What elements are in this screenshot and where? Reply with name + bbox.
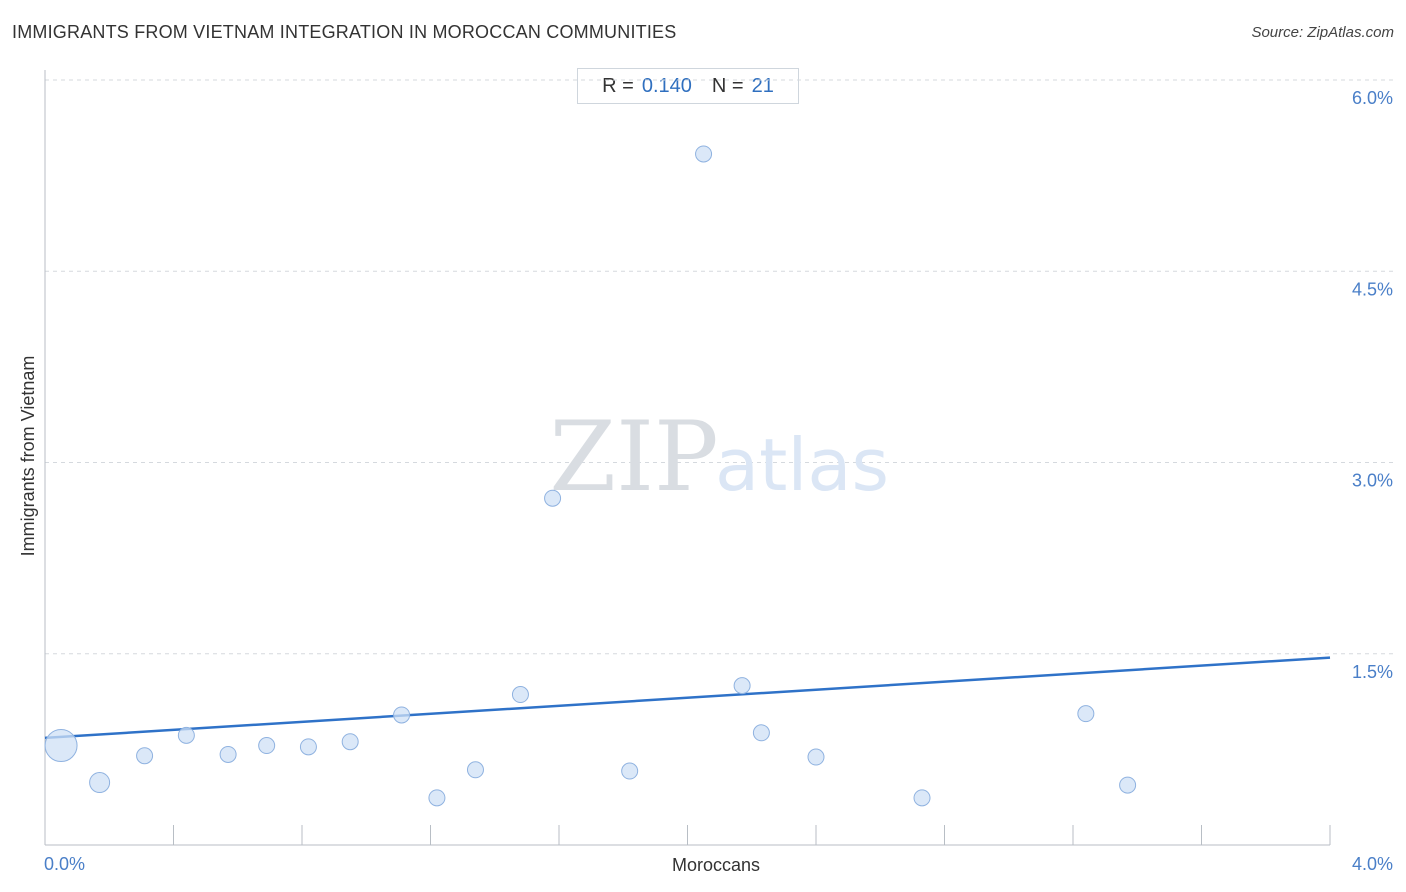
grid-lines bbox=[45, 79, 1395, 655]
data-point-12 bbox=[544, 489, 562, 507]
watermark-atlas: atlas bbox=[715, 423, 889, 507]
data-point-19 bbox=[1077, 705, 1095, 723]
data-point-1 bbox=[89, 772, 111, 794]
data-point-13 bbox=[621, 762, 639, 780]
data-points bbox=[44, 145, 1137, 807]
data-point-17 bbox=[807, 748, 825, 766]
data-point-10 bbox=[466, 761, 484, 779]
x-axis-label: Moroccans bbox=[672, 855, 760, 875]
data-point-5 bbox=[258, 737, 276, 755]
chart-title: IMMIGRANTS FROM VIETNAM INTEGRATION IN M… bbox=[12, 22, 677, 42]
watermark: ZIP atlas bbox=[549, 401, 889, 513]
y-tick-label-3: 6.0% bbox=[1352, 88, 1393, 108]
data-point-4 bbox=[219, 745, 237, 763]
data-point-8 bbox=[393, 706, 411, 724]
r-label: R = bbox=[602, 74, 634, 97]
y-tick-label-2: 4.5% bbox=[1352, 279, 1393, 299]
data-point-18 bbox=[913, 789, 931, 807]
data-point-16 bbox=[752, 724, 770, 742]
data-point-6 bbox=[299, 738, 317, 756]
data-point-7 bbox=[341, 733, 359, 751]
data-point-15 bbox=[733, 677, 751, 695]
data-point-14 bbox=[695, 145, 713, 163]
data-point-2 bbox=[136, 747, 154, 765]
axes bbox=[44, 70, 1331, 846]
watermark-zip: ZIP bbox=[549, 401, 718, 513]
x-tick-label-0: 0.0% bbox=[44, 854, 85, 874]
y-axis-label: Immigrants from Vietnam bbox=[18, 356, 38, 557]
trendline-group bbox=[44, 656, 1331, 740]
data-point-11 bbox=[511, 686, 529, 704]
data-point-9 bbox=[428, 789, 446, 807]
trendline bbox=[44, 656, 1331, 740]
x-tick-label-1: 4.0% bbox=[1352, 854, 1393, 874]
data-point-0 bbox=[44, 729, 78, 763]
y-tick-label-0: 1.5% bbox=[1352, 662, 1393, 682]
source-credit: Source: ZipAtlas.com bbox=[1251, 24, 1394, 41]
data-point-3 bbox=[177, 726, 195, 744]
data-point-20 bbox=[1119, 776, 1137, 794]
y-tick-label-1: 3.0% bbox=[1352, 471, 1393, 491]
tick-labels: 1.5% 3.0% 4.5% 6.0% 0.0% 4.0% bbox=[44, 88, 1393, 874]
